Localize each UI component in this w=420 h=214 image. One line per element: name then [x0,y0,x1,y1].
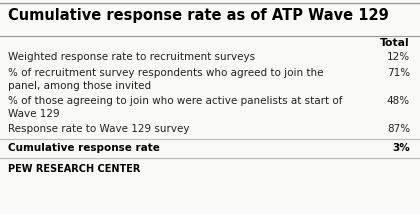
Text: 87%: 87% [387,124,410,134]
Text: % of recruitment survey respondents who agreed to join the
panel, among those in: % of recruitment survey respondents who … [8,68,323,91]
Text: Cumulative response rate: Cumulative response rate [8,143,160,153]
Text: Cumulative response rate as of ATP Wave 129: Cumulative response rate as of ATP Wave … [8,8,389,23]
Text: 3%: 3% [392,143,410,153]
Text: 48%: 48% [387,96,410,106]
Text: Weighted response rate to recruitment surveys: Weighted response rate to recruitment su… [8,52,255,62]
Text: Response rate to Wave 129 survey: Response rate to Wave 129 survey [8,124,189,134]
Text: 12%: 12% [387,52,410,62]
Text: Total: Total [381,38,410,48]
Text: 71%: 71% [387,68,410,78]
Text: % of those agreeing to join who were active panelists at start of
Wave 129: % of those agreeing to join who were act… [8,96,342,119]
Text: PEW RESEARCH CENTER: PEW RESEARCH CENTER [8,164,140,174]
